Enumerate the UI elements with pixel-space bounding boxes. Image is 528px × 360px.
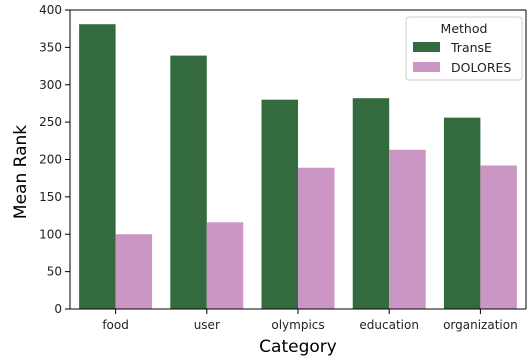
y-axis-label: Mean Rank	[11, 125, 31, 219]
x-tick-label: olympics	[271, 318, 324, 332]
y-tick-label: 150	[39, 190, 62, 204]
bar-transe-food	[79, 24, 116, 309]
bars-layer	[79, 24, 517, 309]
bar-transe-olympics	[261, 99, 298, 309]
legend-title: Method	[441, 21, 488, 36]
x-tick-label: user	[194, 318, 220, 332]
y-tick-label: 250	[39, 115, 62, 129]
y-tick-label: 350	[39, 40, 62, 54]
legend: Method TransE DOLORES	[405, 16, 523, 81]
y-tick-label: 0	[54, 302, 62, 316]
bar-dolores-education	[389, 149, 426, 309]
y-tick-label: 50	[47, 265, 62, 279]
y-ticks: 0 50 100 150 200 250 300 350 400	[39, 3, 70, 316]
x-ticks: food user olympics education organization	[102, 309, 518, 332]
y-tick-label: 100	[39, 227, 62, 241]
bar-transe-education	[352, 98, 390, 309]
y-tick-label: 300	[39, 78, 62, 92]
legend-label-transe: TransE	[450, 40, 492, 55]
x-tick-label: organization	[443, 318, 518, 332]
legend-swatch-transe	[413, 42, 440, 52]
bar-transe-user	[170, 55, 207, 309]
bar-dolores-food	[115, 234, 153, 309]
bar-transe-organization	[443, 117, 481, 309]
x-tick-label: education	[359, 318, 419, 332]
legend-swatch-dolores	[413, 62, 440, 72]
bar-dolores-olympics	[298, 167, 335, 309]
legend-label-dolores: DOLORES	[451, 60, 511, 75]
x-axis-label: Category	[259, 337, 337, 357]
bar-dolores-user	[206, 222, 244, 309]
y-tick-label: 400	[39, 3, 62, 17]
x-tick-label: food	[102, 318, 129, 332]
bar-dolores-organization	[480, 165, 517, 309]
y-tick-label: 200	[39, 153, 62, 167]
